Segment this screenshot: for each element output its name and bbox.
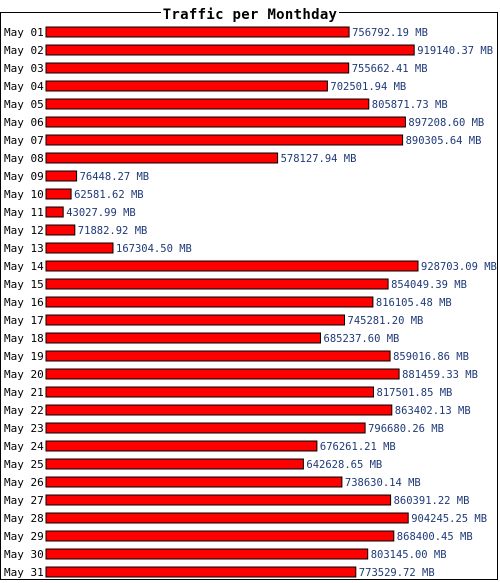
day-label: May 04 [4, 80, 44, 93]
value-label: 859016.86 MB [393, 351, 469, 363]
value-label: 904245.25 MB [411, 513, 487, 525]
value-label: 803145.00 MB [371, 549, 447, 561]
day-label: May 18 [4, 332, 44, 345]
traffic-bar [45, 368, 400, 380]
value-label: 43027.99 MB [66, 207, 136, 219]
traffic-bar [45, 314, 345, 326]
traffic-bar [45, 476, 343, 488]
day-label: May 07 [4, 134, 44, 147]
day-label: May 31 [4, 566, 44, 579]
traffic-bar [45, 224, 76, 236]
value-label: 816105.48 MB [376, 297, 452, 309]
traffic-bar [45, 278, 389, 290]
day-label: May 26 [4, 476, 44, 489]
value-label: 745281.20 MB [348, 315, 424, 327]
traffic-bar [45, 386, 374, 398]
traffic-bar [45, 296, 374, 308]
day-label: May 14 [4, 260, 44, 273]
value-label: 62581.62 MB [74, 189, 144, 201]
traffic-bar [45, 332, 321, 344]
value-label: 676261.21 MB [320, 441, 396, 453]
traffic-bar [45, 494, 392, 506]
traffic-bar [45, 530, 395, 542]
day-label: May 05 [4, 98, 44, 111]
value-label: 71882.92 MB [78, 225, 148, 237]
day-label: May 19 [4, 350, 44, 363]
value-label: 817501.85 MB [377, 387, 453, 399]
traffic-bar [45, 440, 318, 452]
value-label: 897208.60 MB [408, 117, 484, 129]
day-label: May 16 [4, 296, 44, 309]
value-label: 702501.94 MB [330, 81, 406, 93]
value-label: 928703.09 MB [421, 261, 497, 273]
value-label: 868400.45 MB [397, 531, 473, 543]
value-label: 738630.14 MB [345, 477, 421, 489]
traffic-bar [45, 242, 114, 254]
traffic-bar [45, 422, 366, 434]
day-label: May 30 [4, 548, 44, 561]
traffic-bar [45, 512, 409, 524]
traffic-bar [45, 44, 415, 56]
traffic-bar [45, 170, 78, 182]
value-label: 796680.26 MB [368, 423, 444, 435]
value-label: 685237.60 MB [324, 333, 400, 345]
day-label: May 11 [4, 206, 44, 219]
traffic-bar [45, 188, 72, 200]
traffic-bar [45, 134, 404, 146]
value-label: 805871.73 MB [372, 99, 448, 111]
traffic-bar [45, 566, 357, 578]
traffic-bar [45, 98, 370, 110]
value-label: 854049.39 MB [391, 279, 467, 291]
traffic-bar [45, 458, 304, 470]
value-label: 167304.50 MB [116, 243, 192, 255]
traffic-bar [45, 404, 393, 416]
day-label: May 27 [4, 494, 44, 507]
value-label: 756792.19 MB [352, 27, 428, 39]
traffic-bar [45, 350, 391, 362]
day-label: May 25 [4, 458, 44, 471]
traffic-bar [45, 152, 279, 164]
value-label: 890305.64 MB [406, 135, 482, 147]
day-label: May 10 [4, 188, 44, 201]
traffic-bar [45, 116, 406, 128]
value-label: 863402.13 MB [395, 405, 471, 417]
day-label: May 08 [4, 152, 44, 165]
day-label: May 01 [4, 26, 44, 39]
day-label: May 13 [4, 242, 44, 255]
value-label: 773529.72 MB [359, 567, 435, 579]
day-label: May 09 [4, 170, 44, 183]
day-label: May 24 [4, 440, 44, 453]
day-label: May 17 [4, 314, 44, 327]
traffic-bar [45, 62, 350, 74]
traffic-bar [45, 26, 350, 38]
value-label: 578127.94 MB [281, 153, 357, 165]
traffic-bar [45, 80, 328, 92]
day-label: May 21 [4, 386, 44, 399]
day-label: May 22 [4, 404, 44, 417]
value-label: 919140.37 MB [417, 45, 493, 57]
day-label: May 28 [4, 512, 44, 525]
value-label: 881459.33 MB [402, 369, 478, 381]
day-label: May 06 [4, 116, 44, 129]
day-label: May 15 [4, 278, 44, 291]
value-label: 755662.41 MB [352, 63, 428, 75]
value-label: 860391.22 MB [394, 495, 470, 507]
traffic-bar [45, 260, 419, 272]
traffic-bar [45, 206, 64, 218]
day-label: May 02 [4, 44, 44, 57]
traffic-bar [45, 548, 369, 560]
day-label: May 29 [4, 530, 44, 543]
value-label: 76448.27 MB [80, 171, 150, 183]
value-label: 642628.65 MB [306, 459, 382, 471]
day-label: May 12 [4, 224, 44, 237]
day-label: May 23 [4, 422, 44, 435]
day-label: May 20 [4, 368, 44, 381]
day-label: May 03 [4, 62, 44, 75]
